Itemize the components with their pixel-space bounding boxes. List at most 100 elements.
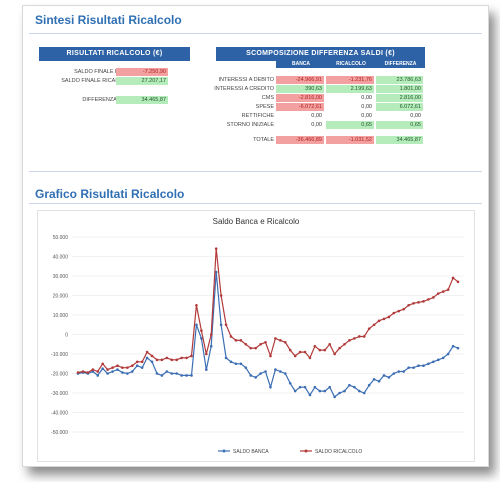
data-point [116, 368, 119, 371]
data-point [86, 371, 90, 374]
data-point [412, 302, 415, 305]
legend-marker [304, 449, 308, 453]
data-point [214, 247, 218, 250]
cell-row-0-differenza: 23.786,63 [376, 76, 423, 84]
data-point [392, 311, 396, 315]
line-chart: Saldo Banca e Ricalcolo 50.000 40.000 30.00… [51, 217, 464, 455]
data-point [205, 352, 208, 356]
data-point [357, 389, 361, 393]
data-point [145, 350, 149, 354]
data-point [323, 348, 327, 352]
data-point [328, 385, 331, 389]
data-point [353, 337, 356, 340]
data-point [116, 364, 119, 367]
cell-row-5-differenza: 0,65 [376, 121, 423, 129]
data-point [126, 372, 129, 375]
data-point [229, 360, 233, 364]
data-point [195, 323, 198, 327]
data-point [219, 323, 223, 327]
data-point [427, 362, 430, 366]
data-point [254, 346, 257, 350]
data-point [343, 389, 346, 393]
cell-row-2-ricalcolo: 0,00 [326, 94, 374, 102]
data-point [323, 389, 327, 393]
row-label-totale: TOTALE [253, 137, 274, 143]
y-tick-label: 0 [65, 333, 68, 339]
legend-label: SALDO RICALCOLO [315, 449, 362, 455]
chart-container: Saldo Banca e Ricalcolo 50.000 40.000 30.00… [37, 210, 475, 462]
chart-title-divider [29, 203, 482, 204]
data-point [382, 317, 386, 321]
data-point [160, 374, 164, 377]
data-point [456, 346, 460, 350]
data-point [279, 339, 282, 342]
data-point [293, 389, 297, 393]
data-point [121, 371, 124, 374]
section-divider [29, 171, 482, 172]
data-point [367, 327, 371, 330]
data-point [357, 335, 361, 338]
chart-title: Saldo Banca e Ricalcolo [213, 217, 300, 226]
data-point [155, 358, 159, 362]
data-point [209, 333, 213, 336]
cell-totale-ricalcolo: -1.031,52 [326, 136, 374, 144]
cell-row-2-banca: -2.816,00 [276, 94, 324, 102]
data-point [130, 364, 134, 367]
col-header-banca: BANCA [276, 60, 326, 68]
cell-row-4-differenza: 0,00 [376, 112, 423, 120]
data-point [140, 366, 144, 369]
data-point [111, 370, 114, 373]
data-point [96, 370, 100, 373]
data-point [224, 356, 228, 360]
data-point [377, 319, 381, 323]
legend-marker [222, 449, 226, 453]
cell-row-4-ricalcolo: 0,00 [326, 112, 374, 120]
data-point [441, 356, 445, 360]
data-point [402, 307, 406, 311]
data-point [377, 380, 381, 383]
data-point [274, 368, 277, 371]
legend-label: SALDO BANCA [233, 449, 269, 455]
row-label-row-4: RETTIFICHE [241, 113, 274, 119]
data-point [259, 372, 262, 375]
data-point [412, 366, 415, 369]
data-point [407, 303, 410, 307]
data-point [283, 341, 287, 344]
cell-row-4-banca: 0,00 [276, 112, 324, 120]
cell-totale-banca: -36.466,89 [276, 136, 324, 144]
row-label-row-0: INTERESSI A DEBITO [218, 77, 274, 83]
data-point [269, 354, 272, 358]
data-point [165, 370, 169, 373]
data-point [234, 362, 238, 366]
data-point [436, 358, 440, 362]
data-point [170, 372, 174, 375]
data-point [338, 346, 341, 350]
data-point [224, 323, 228, 327]
data-point [397, 309, 401, 313]
page-title: Sintesi Risultati Ricalcolo [35, 13, 182, 27]
data-point [348, 383, 351, 387]
data-point [190, 354, 193, 358]
data-point [417, 301, 420, 304]
data-point [308, 393, 312, 397]
data-point [126, 366, 129, 369]
data-point [81, 370, 85, 373]
row-label-differenza: DIFFERENZA SALDI [82, 97, 134, 103]
data-point [343, 342, 346, 346]
data-point [244, 366, 248, 369]
data-point [318, 389, 322, 393]
chart-section-title: Grafico Risultati Ricalcolo [35, 187, 185, 201]
data-point [259, 342, 262, 346]
y-tick-label: -10.000 [51, 352, 68, 358]
data-point [427, 298, 430, 301]
data-point [288, 381, 292, 385]
data-point [397, 370, 401, 373]
data-point [372, 378, 376, 381]
cell-row-0-banca: -24.966,91 [276, 76, 324, 84]
data-point [205, 368, 208, 371]
data-point [140, 360, 144, 364]
row-label-row-2: CMS [261, 95, 274, 101]
data-point [135, 364, 139, 367]
data-point [200, 329, 203, 332]
data-point [135, 360, 139, 364]
